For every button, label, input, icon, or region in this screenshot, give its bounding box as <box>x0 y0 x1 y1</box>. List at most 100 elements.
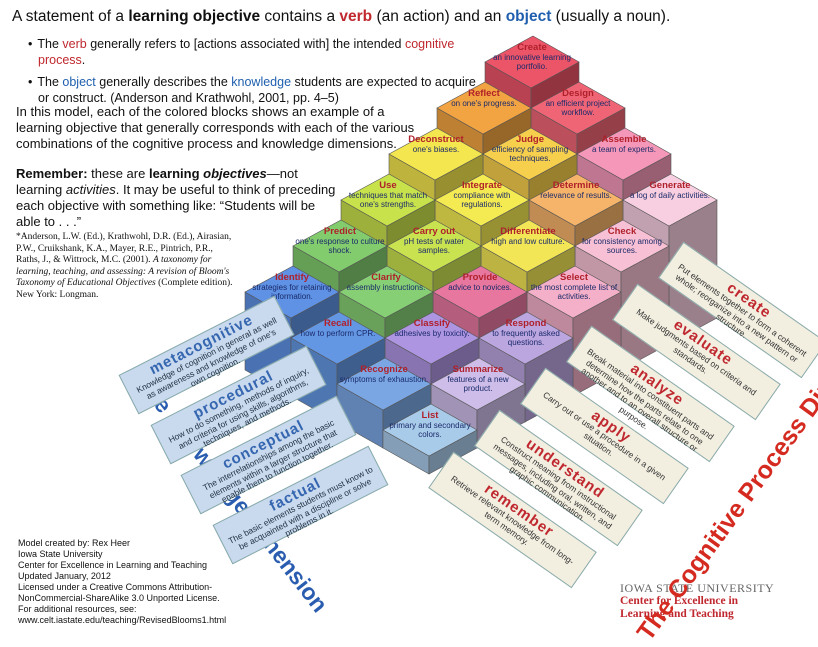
object: one's biases. <box>412 145 460 154</box>
block-top <box>530 81 626 135</box>
objective-label: Create an innovative learning portfolio. <box>487 42 577 71</box>
verb: List <box>421 410 439 421</box>
objective-label: Identify strategies for retaining informa… <box>247 272 337 301</box>
block-top <box>434 173 530 227</box>
object: for consistency among sources. <box>581 237 663 255</box>
text: A taxonomy for learning, teaching, and a… <box>16 255 230 288</box>
block-top <box>340 173 436 227</box>
objective-label: Integrate compliance with regulations. <box>437 180 527 209</box>
text: . It may be useful to think of preceding… <box>16 182 336 229</box>
objective-label: Select the most complete list of activiti… <box>529 272 619 301</box>
verb: Carry out <box>412 226 456 237</box>
text: —not learning <box>16 166 298 197</box>
text: A statement of a <box>12 8 129 25</box>
bullet: The verb generally refers to [actions as… <box>28 36 478 68</box>
object: advice to novices. <box>448 283 512 292</box>
objective-label: Summarize features of a new product. <box>433 364 523 393</box>
logo-center: Learning and Teaching <box>620 608 734 620</box>
verb: Determine <box>552 180 600 191</box>
objective-label: Use techniques that match one's strengths… <box>343 180 433 209</box>
text: contains a <box>260 8 340 25</box>
objective-label: Classify adhesives by toxicity. <box>387 318 477 338</box>
citation: *Anderson, L.W. (Ed.), Krathwohl, D.R. (… <box>16 232 236 301</box>
object: how to perform CPR. <box>300 329 376 338</box>
model-text: In this model, each of the colored block… <box>16 104 415 151</box>
verb: Select <box>560 272 588 283</box>
object: adhesives by toxicity. <box>394 329 470 338</box>
block-top <box>338 265 434 319</box>
text: (usually a noun). <box>551 8 671 25</box>
objective-label: Generate a log of daily activities. <box>625 180 715 200</box>
verb: Clarify <box>371 272 401 283</box>
block-top <box>388 127 484 181</box>
text: *Anderson, L.W. (Ed.), Krathwohl, D.R. (… <box>16 232 232 265</box>
text: . <box>81 53 86 67</box>
credits: Model created by: Rex Heer Iowa State Uni… <box>18 538 258 626</box>
text: activities <box>65 182 116 197</box>
objective-label: Predict one's response to culture shock. <box>295 226 385 255</box>
text: verb <box>62 37 87 51</box>
logo-university: Iowa State University <box>620 581 775 595</box>
text: The <box>37 75 63 89</box>
verb: Recognize <box>360 364 408 375</box>
credit-line: Licensed under a Creative Commons Attrib… <box>18 582 213 592</box>
block-top <box>292 219 388 273</box>
credit-line: Center for Excellence in Learning and Te… <box>18 560 207 570</box>
verb: Integrate <box>461 180 503 191</box>
text: learning objective <box>128 8 261 25</box>
block-top <box>336 357 432 411</box>
block-top <box>622 173 718 227</box>
block-top <box>290 311 386 365</box>
block-top <box>436 81 532 135</box>
verb: Provide <box>462 272 498 283</box>
object: pH tests of water samples. <box>403 237 465 255</box>
objective-label: Determine relevance of results. <box>531 180 621 200</box>
text: (Complete edition). New York: Longman. <box>16 278 233 300</box>
object: the most complete list of activities. <box>530 283 618 301</box>
verb: Use <box>379 180 397 191</box>
objective-label: Carry out pH tests of water samples. <box>389 226 479 255</box>
verb: Assemble <box>601 134 647 145</box>
text: these are <box>87 166 149 181</box>
text: objectives <box>203 166 267 181</box>
object: symptoms of exhaustion. <box>339 375 429 384</box>
object: primary and secondary colors. <box>389 421 471 439</box>
object: techniques that match one's strengths. <box>348 191 428 209</box>
logo: Iowa State University Center for Excelle… <box>620 582 810 621</box>
text: generally describes the <box>95 75 232 89</box>
object: an efficient project workflow. <box>545 99 611 117</box>
object: strategies for retaining information. <box>252 283 332 301</box>
verb: Differentiate <box>500 226 556 237</box>
block-top <box>382 403 478 457</box>
remember-note: Remember: these are learning objectives—… <box>16 166 336 230</box>
objective-label: Design an efficient project workflow. <box>533 88 623 117</box>
text: object <box>62 75 96 89</box>
object: a team of experts. <box>591 145 657 154</box>
objective-label: Deconstruct one's biases. <box>391 134 481 154</box>
object: on one's progress. <box>451 99 517 108</box>
text: object <box>505 8 552 25</box>
objective-label: List primary and secondary colors. <box>385 410 475 439</box>
text: students are expected to acquire or cons… <box>38 75 476 105</box>
text: knowledge <box>231 75 292 89</box>
credit-line: www.celt.iastate.edu/teaching/RevisedBlo… <box>18 615 227 625</box>
block-top <box>482 127 578 181</box>
objective-label: Respond to frequently asked questions. <box>481 318 571 347</box>
verb: Check <box>607 226 637 237</box>
block-top <box>576 127 672 181</box>
verb: Predict <box>323 226 357 237</box>
logo-center: Center for Excellence in <box>620 595 739 607</box>
credit-line: Model created by: Rex Heer <box>18 538 131 548</box>
objective-label: Recognize symptoms of exhaustion. <box>339 364 429 384</box>
credit-line: For additional resources, see: <box>18 604 137 614</box>
object: a log of daily activities. <box>629 191 711 200</box>
block-top <box>384 311 480 365</box>
object: features of a new product. <box>447 375 509 393</box>
block-top <box>574 219 670 273</box>
verb: Design <box>562 88 594 99</box>
verb: Respond <box>505 318 547 329</box>
objective-label: Check for consistency among sources. <box>577 226 667 255</box>
verb: Reflect <box>468 88 500 99</box>
verb: Create <box>517 42 547 53</box>
